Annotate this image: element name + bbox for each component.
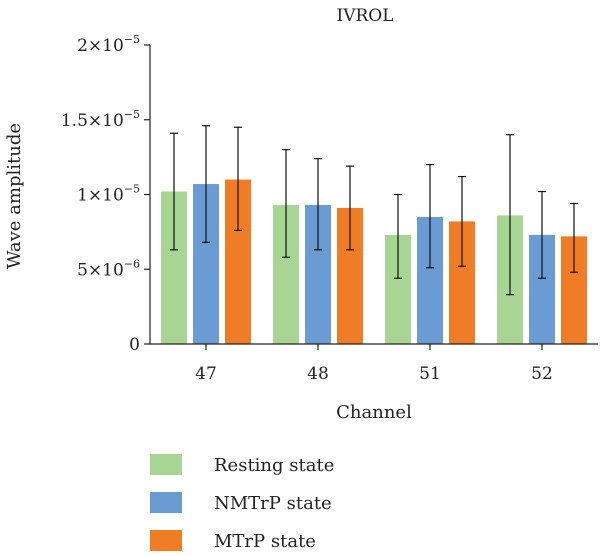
bar-series (161, 179, 587, 344)
error-bars (170, 125, 578, 296)
y-tick-label: 1×10−5 (77, 183, 140, 206)
x-tick-label: 51 (419, 364, 441, 384)
y-tick-label: 2×10−5 (77, 33, 140, 56)
legend-label: MTrP state (214, 531, 316, 552)
x-tick-label: 47 (195, 364, 217, 384)
x-tick-label: 48 (307, 364, 329, 384)
chart-title: IVROL (336, 6, 393, 26)
legend-swatch (150, 530, 182, 551)
y-tick-label: 1.5×10−5 (61, 108, 140, 131)
y-tick-label: 5×10−6 (77, 257, 140, 280)
x-tick-label: 52 (531, 364, 553, 384)
legend-label: Resting state (214, 455, 334, 476)
y-axis-label: Wave amplitude (4, 123, 25, 269)
y-axis-ticks: 0 5×10−6 1×10−5 1.5×10−5 2×10−5 (61, 33, 150, 355)
x-axis-ticks: 47 48 51 52 (195, 344, 553, 384)
y-tick-label: 0 (129, 335, 140, 355)
legend: Resting state NMTrP state MTrP state (150, 454, 334, 552)
legend-swatch (150, 454, 182, 475)
legend-swatch (150, 492, 182, 513)
x-axis-label: Channel (336, 402, 412, 423)
legend-label: NMTrP state (214, 493, 332, 514)
